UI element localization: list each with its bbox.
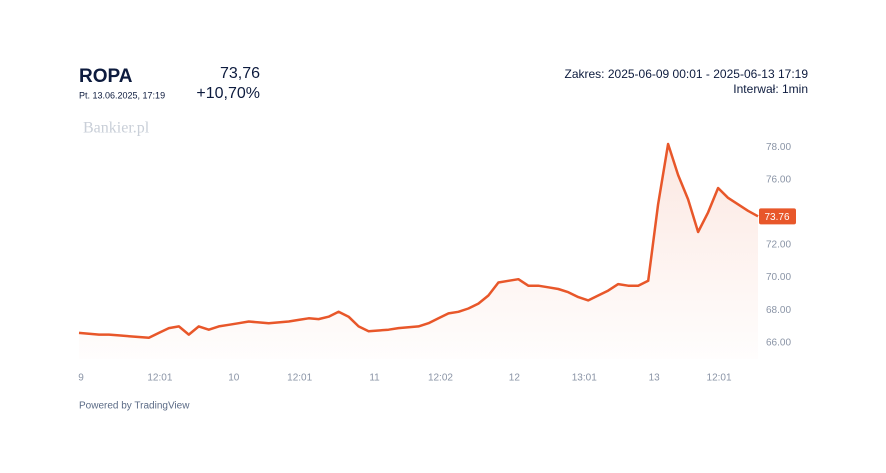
interval: Interwał: 1min: [733, 82, 808, 96]
footer: Powered by TradingView: [79, 401, 190, 412]
y-tick-label: 78.00: [766, 142, 791, 153]
area: [79, 144, 758, 359]
x-tick-label: 12: [509, 373, 521, 384]
x-tick-label: 11: [369, 373, 380, 384]
range: Zakres: 2025-06-09 00:01 - 2025-06-13 17…: [565, 67, 809, 81]
price: 73,76: [220, 65, 260, 82]
last-value-badge: [759, 208, 796, 225]
x-tick-label: 12:01: [287, 373, 312, 384]
y-tick-label: 66.00: [766, 337, 791, 348]
title: ROPA: [79, 66, 133, 87]
x-tick-label: 13: [649, 373, 661, 384]
last-value-label: 73.76: [764, 212, 789, 223]
y-tick-label: 72.00: [766, 240, 791, 251]
y-tick-label: 68.00: [766, 305, 791, 316]
x-tick-label: 12:01: [147, 373, 172, 384]
y-tick-label: 70.00: [766, 272, 791, 283]
x-tick-label: 12:01: [707, 373, 732, 384]
change: +10,70%: [196, 85, 260, 102]
line: [78, 142, 759, 340]
x-tick-label: 13:01: [572, 373, 597, 384]
x-tick-label: 12:02: [428, 373, 453, 384]
x-tick-label: 10: [228, 373, 240, 384]
y-tick-label: 76.00: [766, 174, 791, 185]
x-tick-label: 9: [78, 373, 84, 384]
date: Pt. 13.06.2025, 17:19: [79, 90, 165, 100]
watermark: Bankier.pl: [83, 120, 150, 137]
